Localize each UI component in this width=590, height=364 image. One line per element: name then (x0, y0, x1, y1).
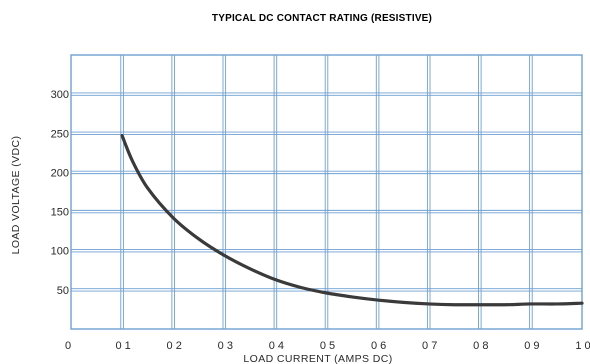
series-layer (120, 134, 584, 307)
y-tick-label: 300 (51, 89, 69, 101)
x-tick-label: 0 3 (218, 340, 233, 352)
chart-title: TYPICAL DC CONTACT RATING (RESISTIVE) (212, 13, 432, 24)
rating-curve-line (120, 134, 584, 307)
x-tick-label: 0 8 (473, 340, 488, 352)
y-tick-label: 250 (51, 128, 69, 140)
x-tick-label: 0 5 (320, 340, 335, 352)
y-tick-label: 150 (51, 207, 69, 219)
x-axis-label: LOAD CURRENT (AMPS DC) (243, 353, 392, 364)
y-tick-label: 50 (57, 285, 69, 297)
x-tick-label: 0 1 (115, 340, 130, 352)
x-tick-label: 0 9 (524, 340, 539, 352)
y-tick-label: 100 (51, 246, 69, 258)
x-tick-label: 0 (65, 340, 71, 352)
x-tick-label: 0 7 (422, 340, 437, 352)
x-tick-label: 1 0 (575, 340, 590, 352)
tick-label-layer: 0 0 1 0 2 0 3 0 4 0 5 0 6 0 7 0 8 0 9 1 0 50 100 150 2… (51, 89, 590, 352)
plot-frame (70, 54, 583, 330)
x-tick-label: 0 2 (167, 340, 182, 352)
y-tick-label: 200 (51, 167, 69, 179)
x-tick-label: 0 6 (371, 340, 386, 352)
y-axis-label: LOAD VOLTAGE (VDC) (10, 136, 22, 255)
x-tick-label: 0 4 (269, 340, 284, 352)
grid-layer (70, 54, 583, 330)
